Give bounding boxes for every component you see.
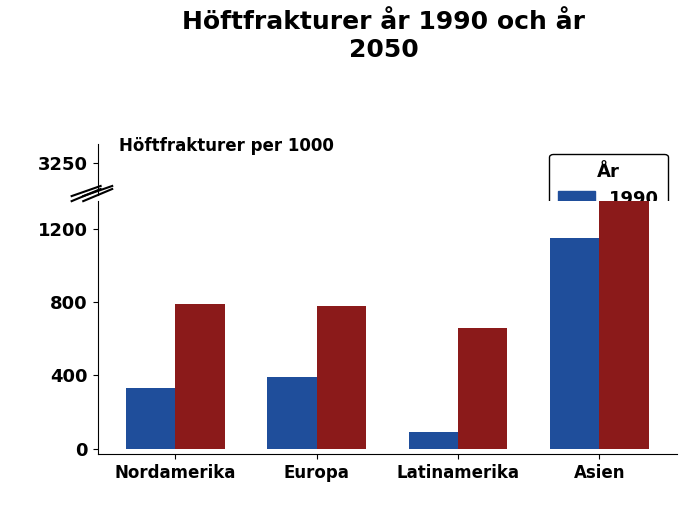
Bar [317, 390, 366, 462]
Bar [458, 401, 507, 462]
Bar [408, 454, 458, 462]
Bar [126, 431, 175, 462]
Bar [317, 305, 366, 448]
Bar [600, 0, 649, 448]
Bar [267, 377, 317, 448]
Bar [550, 238, 600, 448]
Bar [550, 356, 600, 462]
Bar [408, 432, 458, 448]
Bar [600, 168, 649, 462]
Bar [458, 328, 507, 448]
Legend: 1990, 2050: 1990, 2050 [549, 153, 668, 244]
Text: Höftfrakturer år 1990 och år
2050: Höftfrakturer år 1990 och år 2050 [182, 10, 586, 62]
Bar [175, 304, 225, 448]
Bar [126, 388, 175, 448]
Bar [175, 389, 225, 462]
Text: Höftfrakturer per 1000: Höftfrakturer per 1000 [119, 137, 334, 155]
Bar [267, 426, 317, 462]
